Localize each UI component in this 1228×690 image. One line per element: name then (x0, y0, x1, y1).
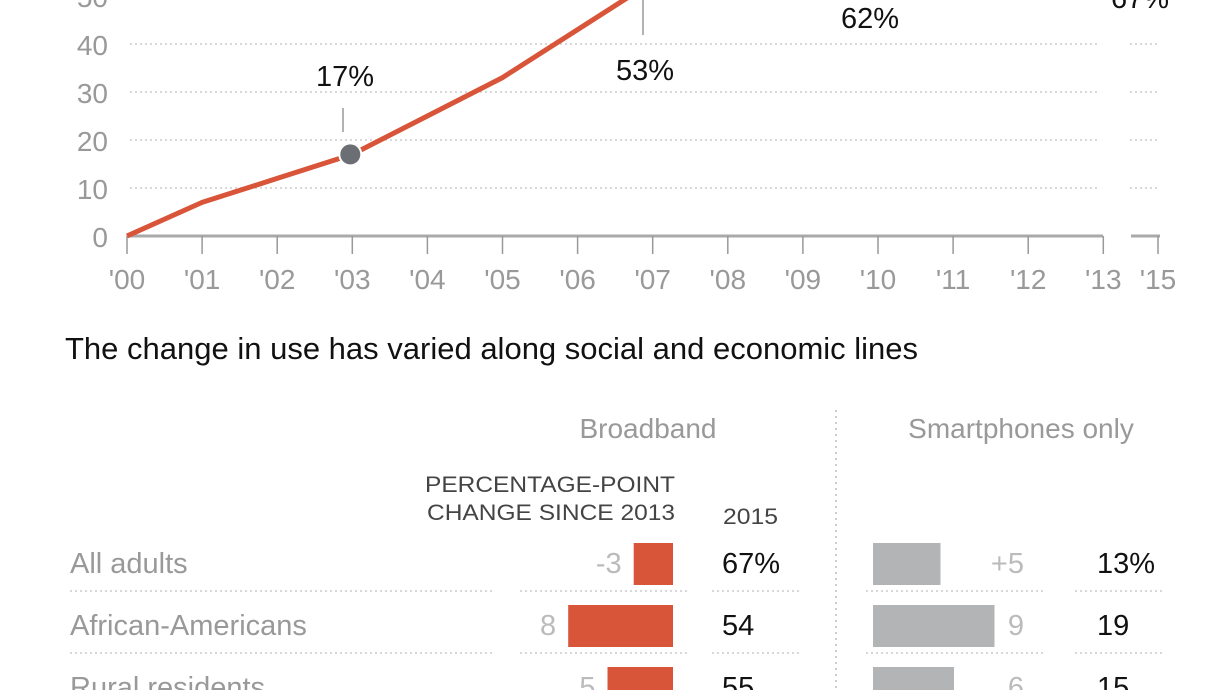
smartphone-change-value: 9 (1008, 610, 1024, 642)
x-tick-label: '11 (936, 264, 970, 295)
column-header-change-line1: PERCENTAGE-POINT (425, 472, 675, 497)
y-tick-label: 40 (77, 30, 108, 61)
smartphone-change-value: +5 (991, 548, 1024, 580)
smartphone-change-value: 6 (1008, 672, 1024, 690)
annotation-label: 53% (616, 55, 674, 87)
smartphone-2015-value: 19 (1097, 610, 1129, 642)
group-header-broadband: Broadband (579, 413, 716, 444)
x-tick-label: '02 (259, 264, 296, 295)
annotation-label: 62% (841, 3, 899, 35)
x-tick-label: '00 (109, 264, 146, 295)
y-tick-label: 20 (77, 126, 108, 157)
smartphone-change-bar (873, 667, 954, 690)
x-tick-label: '13 (1085, 264, 1122, 295)
x-tick-label: '07 (634, 264, 671, 295)
column-header-change-line2: CHANGE SINCE 2013 (427, 500, 675, 525)
broadband-change-bar (633, 543, 673, 585)
x-tick-label: '05 (484, 264, 521, 295)
x-tick-label: '08 (710, 264, 747, 295)
section-title: The change in use has varied along socia… (65, 331, 918, 366)
row-label: All adults (70, 548, 188, 580)
x-tick-label: '04 (409, 264, 446, 295)
y-tick-label: 30 (77, 78, 108, 109)
x-tick-label: '09 (785, 264, 822, 295)
x-tick-label: '01 (184, 264, 221, 295)
line-chart: 0 10 20 30 40 50 '00 '01 '02 '03 '04 '05 '06 '07 '08 '0… (77, 0, 1176, 295)
annotation-label: 67% (1111, 0, 1169, 15)
smartphone-2015-value: 13% (1097, 548, 1155, 580)
smartphone-change-bar (873, 605, 995, 647)
smartphone-change-bar (873, 543, 941, 585)
x-tick-label: '15 (1140, 264, 1177, 295)
table-row: African-Americans 8 54 9 19 (70, 605, 1163, 654)
series-line (125, 0, 629, 239)
x-tick-label: '03 (334, 264, 371, 295)
broadband-change-bar (568, 605, 673, 647)
row-label: Rural residents (70, 672, 265, 690)
broadband-2015-value: 67% (722, 548, 780, 580)
y-tick-label: 50 (77, 0, 108, 13)
y-tick-label: 10 (77, 174, 108, 205)
data-point-marker (340, 144, 361, 165)
broadband-change-value: 8 (540, 610, 556, 642)
broadband-change-value: 5 (579, 672, 595, 690)
group-header-smartphones: Smartphones only (908, 413, 1134, 444)
annotation-label: 17% (316, 61, 374, 93)
broadband-2015-value: 55 (722, 672, 754, 690)
smartphone-2015-value: 15 (1097, 672, 1129, 690)
comparison-table: Broadband Smartphones only PERCENTAGE-PO… (70, 410, 1163, 690)
x-tick-label: '12 (1010, 264, 1047, 295)
y-tick-label: 0 (92, 222, 108, 253)
x-tick-label: '06 (559, 264, 596, 295)
broadband-change-bar (607, 667, 673, 690)
x-tick-label: '10 (860, 264, 897, 295)
column-header-year: 2015 (723, 504, 778, 529)
table-row: All adults -3 67% +5 13% (70, 543, 1163, 592)
broadband-change-value: -3 (596, 548, 622, 580)
row-label: African-Americans (70, 610, 307, 642)
broadband-2015-value: 54 (722, 610, 754, 642)
table-row: Rural residents 5 55 6 15 (70, 667, 1129, 690)
